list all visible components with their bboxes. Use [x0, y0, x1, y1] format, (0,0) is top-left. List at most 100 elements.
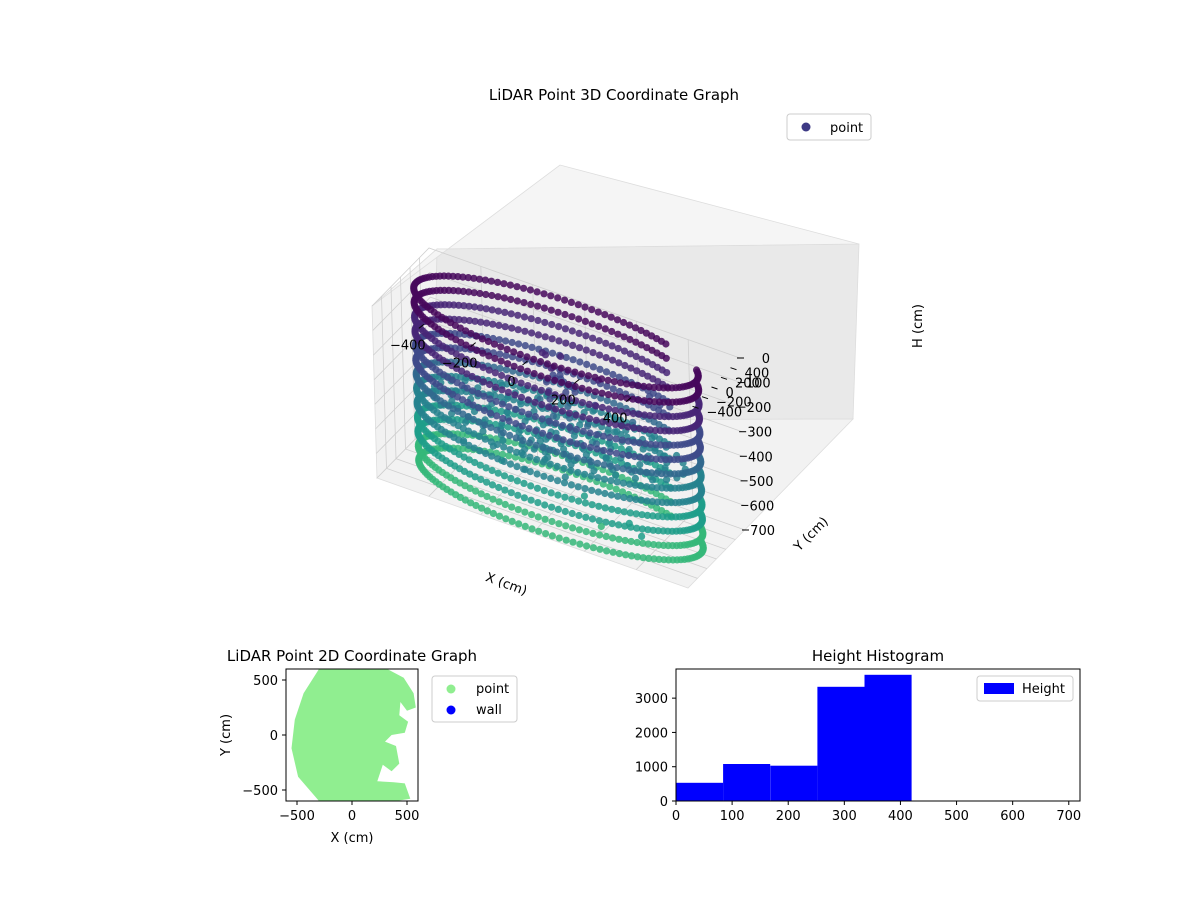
point-3d	[531, 384, 539, 392]
histogram-bar	[817, 686, 865, 801]
point-3d	[600, 475, 609, 483]
point-3d	[482, 305, 490, 313]
point-3d	[604, 376, 612, 384]
z-tick-label-3d: 600	[749, 499, 774, 514]
point-3d	[626, 350, 635, 358]
point-3d	[646, 426, 654, 434]
point-3d	[481, 435, 489, 443]
point-3d	[598, 375, 606, 383]
point-3d	[474, 375, 482, 383]
point-3d	[555, 323, 563, 331]
point-3d	[588, 501, 596, 509]
point-3d	[545, 403, 553, 411]
point-3d	[481, 421, 489, 429]
point-3d	[552, 434, 561, 442]
point-3d	[588, 486, 596, 494]
x-tick-3d	[574, 378, 580, 384]
point-3d	[506, 281, 514, 289]
y-tick-label-3d: 200	[735, 376, 760, 391]
point-3d	[520, 313, 529, 321]
y-tick-label-3d: 400	[745, 367, 770, 382]
point-3d	[571, 382, 579, 391]
point-3d	[591, 373, 599, 381]
point-3d	[575, 526, 584, 534]
histogram-bar	[676, 782, 724, 801]
point-3d	[487, 423, 495, 432]
point-3d	[498, 371, 506, 380]
point-3d	[572, 411, 580, 419]
point-3d	[614, 344, 622, 353]
point-3d	[569, 538, 577, 546]
point-3d	[554, 294, 562, 302]
point-3d	[638, 525, 647, 533]
y-tick-label-histogram: 3000	[635, 692, 668, 707]
x-tick-label-histogram: 700	[1056, 809, 1081, 824]
point-3d	[557, 401, 565, 409]
point-3d	[513, 448, 521, 456]
point-3d	[572, 397, 580, 405]
point-3d	[575, 315, 583, 323]
point-3d	[627, 537, 635, 546]
point-3d	[625, 466, 633, 474]
point-3d	[607, 313, 615, 321]
point-3d	[559, 436, 567, 444]
point-3d	[638, 511, 646, 519]
point-3d	[471, 317, 479, 325]
point-3d	[471, 303, 479, 311]
histogram-bar	[864, 674, 912, 801]
point-3d	[465, 441, 473, 449]
point-3d	[634, 382, 642, 390]
point-3d	[619, 465, 627, 473]
point-3d	[578, 384, 586, 392]
point-3d	[467, 344, 475, 352]
point-3d	[470, 289, 478, 297]
histogram-bar	[723, 764, 771, 801]
point-3d	[488, 466, 496, 475]
point-3d	[648, 498, 657, 506]
point-3d	[539, 421, 547, 429]
point-3d	[610, 378, 619, 386]
point-3d	[496, 350, 504, 358]
point-3d	[575, 511, 583, 520]
point-3d	[602, 454, 610, 462]
point-3d	[495, 498, 503, 506]
x-tick-label-histogram: 0	[672, 809, 680, 824]
point-3d	[541, 501, 549, 509]
point-3d	[635, 410, 643, 418]
point-3d	[589, 544, 598, 552]
point-3d	[580, 456, 588, 464]
point-3d	[512, 420, 520, 428]
point-3d	[507, 295, 515, 304]
x-tick-label-histogram: 500	[944, 809, 969, 824]
point-3d	[496, 364, 504, 372]
point-3d	[608, 356, 617, 364]
gridline-z	[371, 247, 741, 359]
point-3d	[500, 443, 508, 451]
x-tick-3d	[470, 342, 476, 348]
point-3d	[643, 511, 652, 519]
point-3d	[641, 425, 649, 433]
point-3d	[638, 369, 646, 378]
point-3d	[566, 423, 574, 432]
point-3d	[472, 501, 480, 510]
legend-histogram-label: Height	[1022, 682, 1065, 697]
point-3d	[544, 388, 552, 397]
point-3d	[508, 338, 516, 347]
point-3d	[528, 343, 536, 351]
point-3d	[515, 428, 523, 436]
point-3d	[527, 315, 535, 323]
point-3d	[600, 446, 608, 455]
histogram-bars	[676, 674, 912, 801]
point-3d	[662, 340, 670, 348]
point-3d	[473, 332, 481, 340]
point-3d	[566, 452, 575, 460]
point-3d	[596, 365, 604, 373]
point-3d	[518, 422, 527, 430]
x-tick-3d	[418, 323, 425, 329]
point-3d	[582, 513, 590, 521]
point-3d	[482, 290, 490, 299]
point-3d	[644, 540, 652, 548]
point-3d	[492, 383, 500, 391]
point-3d	[606, 434, 614, 442]
point-3d	[527, 300, 535, 308]
